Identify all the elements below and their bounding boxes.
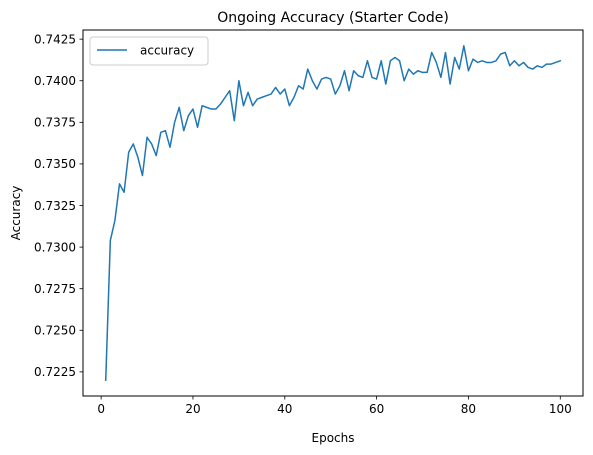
x-axis-label: Epochs xyxy=(312,431,355,445)
y-tick-label: 0.7275 xyxy=(34,282,76,296)
x-tick-label: 40 xyxy=(277,402,292,416)
chart-title: Ongoing Accuracy (Starter Code) xyxy=(217,10,449,26)
legend-label-accuracy: accuracy xyxy=(140,44,194,58)
y-tick-label: 0.7300 xyxy=(34,240,76,254)
y-tick-label: 0.7400 xyxy=(34,74,76,88)
series-line-accuracy xyxy=(104,45,562,381)
y-axis-label: Accuracy xyxy=(9,186,23,241)
y-tick-label: 0.7350 xyxy=(34,157,76,171)
y-axis-ticks: 0.7225 0.7250 0.7275 0.7300 0.7325 0.7350 0.73… xyxy=(34,32,83,379)
x-axis-ticks: 0 20 40 60 80 100 xyxy=(97,396,572,416)
x-tick-label: 20 xyxy=(185,402,200,416)
y-tick-label: 0.7250 xyxy=(34,324,76,338)
y-tick-label: 0.7225 xyxy=(34,365,76,379)
y-tick-label: 0.7425 xyxy=(34,32,76,46)
y-tick-label: 0.7375 xyxy=(34,116,76,130)
x-tick-label: 60 xyxy=(369,402,384,416)
x-tick-label: 80 xyxy=(461,402,476,416)
plot-frame xyxy=(82,29,584,397)
legend: accuracy xyxy=(89,36,209,66)
x-tick-label: 100 xyxy=(549,402,572,416)
legend-frame xyxy=(89,36,209,66)
x-tick-label: 0 xyxy=(97,402,105,416)
series-layer xyxy=(104,45,562,381)
y-tick-label: 0.7325 xyxy=(34,199,76,213)
